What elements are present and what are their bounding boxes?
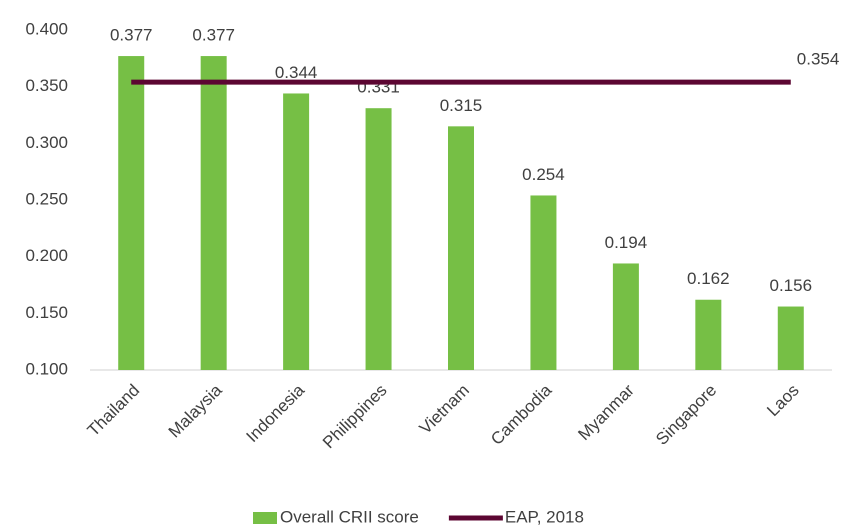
bar: [200, 56, 227, 371]
data-label: 0.156: [770, 276, 813, 295]
bar: [777, 306, 804, 370]
y-tick-label: 0.250: [25, 189, 68, 208]
bar: [283, 93, 310, 370]
x-tick-label: Indonesia: [243, 380, 309, 446]
bar: [118, 56, 145, 371]
bar: [612, 263, 639, 370]
y-tick-label: 0.400: [25, 19, 68, 38]
y-tick-label: 0.100: [25, 359, 68, 378]
legend-swatch: [253, 512, 277, 524]
data-label: 0.194: [605, 233, 648, 252]
data-label: 0.354: [797, 50, 840, 69]
bar: [365, 108, 392, 370]
data-label: 0.377: [110, 26, 153, 45]
bar: [448, 126, 474, 370]
x-tick-label: Myanmar: [574, 380, 638, 444]
x-tick-label: Singapore: [652, 381, 720, 449]
data-label: 0.315: [440, 96, 483, 115]
legend-label: Overall CRII score: [280, 507, 419, 526]
x-tick-label: Laos: [763, 381, 803, 421]
x-tick-label: Vietnam: [416, 381, 473, 438]
x-tick-label: Thailand: [84, 381, 144, 441]
legend-label: EAP, 2018: [505, 507, 584, 526]
data-label: 0.377: [192, 26, 235, 45]
bar: [695, 299, 722, 370]
bar: [530, 195, 557, 370]
y-tick-label: 0.300: [25, 133, 68, 152]
x-tick-label: Cambodia: [487, 380, 556, 449]
x-tick-label: Malaysia: [165, 380, 226, 441]
y-tick-label: 0.200: [25, 246, 68, 265]
x-tick-label: Philippines: [319, 381, 391, 453]
data-label: 0.344: [275, 63, 318, 82]
data-label: 0.162: [687, 269, 730, 288]
data-label: 0.254: [522, 165, 565, 184]
y-tick-label: 0.150: [25, 303, 68, 322]
y-tick-label: 0.350: [25, 76, 68, 95]
